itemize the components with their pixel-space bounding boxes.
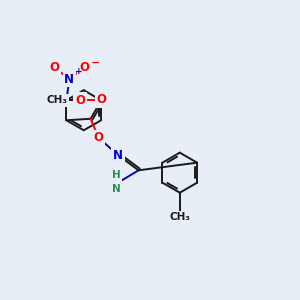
Text: CH₃: CH₃ xyxy=(169,212,190,222)
Text: O: O xyxy=(50,61,60,74)
Text: O: O xyxy=(75,94,85,107)
Text: O: O xyxy=(97,93,107,106)
Text: O: O xyxy=(79,61,89,74)
Text: N: N xyxy=(64,73,74,85)
Text: −: − xyxy=(91,58,100,68)
Text: +: + xyxy=(75,67,82,76)
Text: O: O xyxy=(94,131,104,144)
Text: H
N: H N xyxy=(112,173,121,194)
Text: CH₃: CH₃ xyxy=(46,95,68,105)
Text: H: H xyxy=(112,170,120,180)
Text: N: N xyxy=(113,148,123,161)
